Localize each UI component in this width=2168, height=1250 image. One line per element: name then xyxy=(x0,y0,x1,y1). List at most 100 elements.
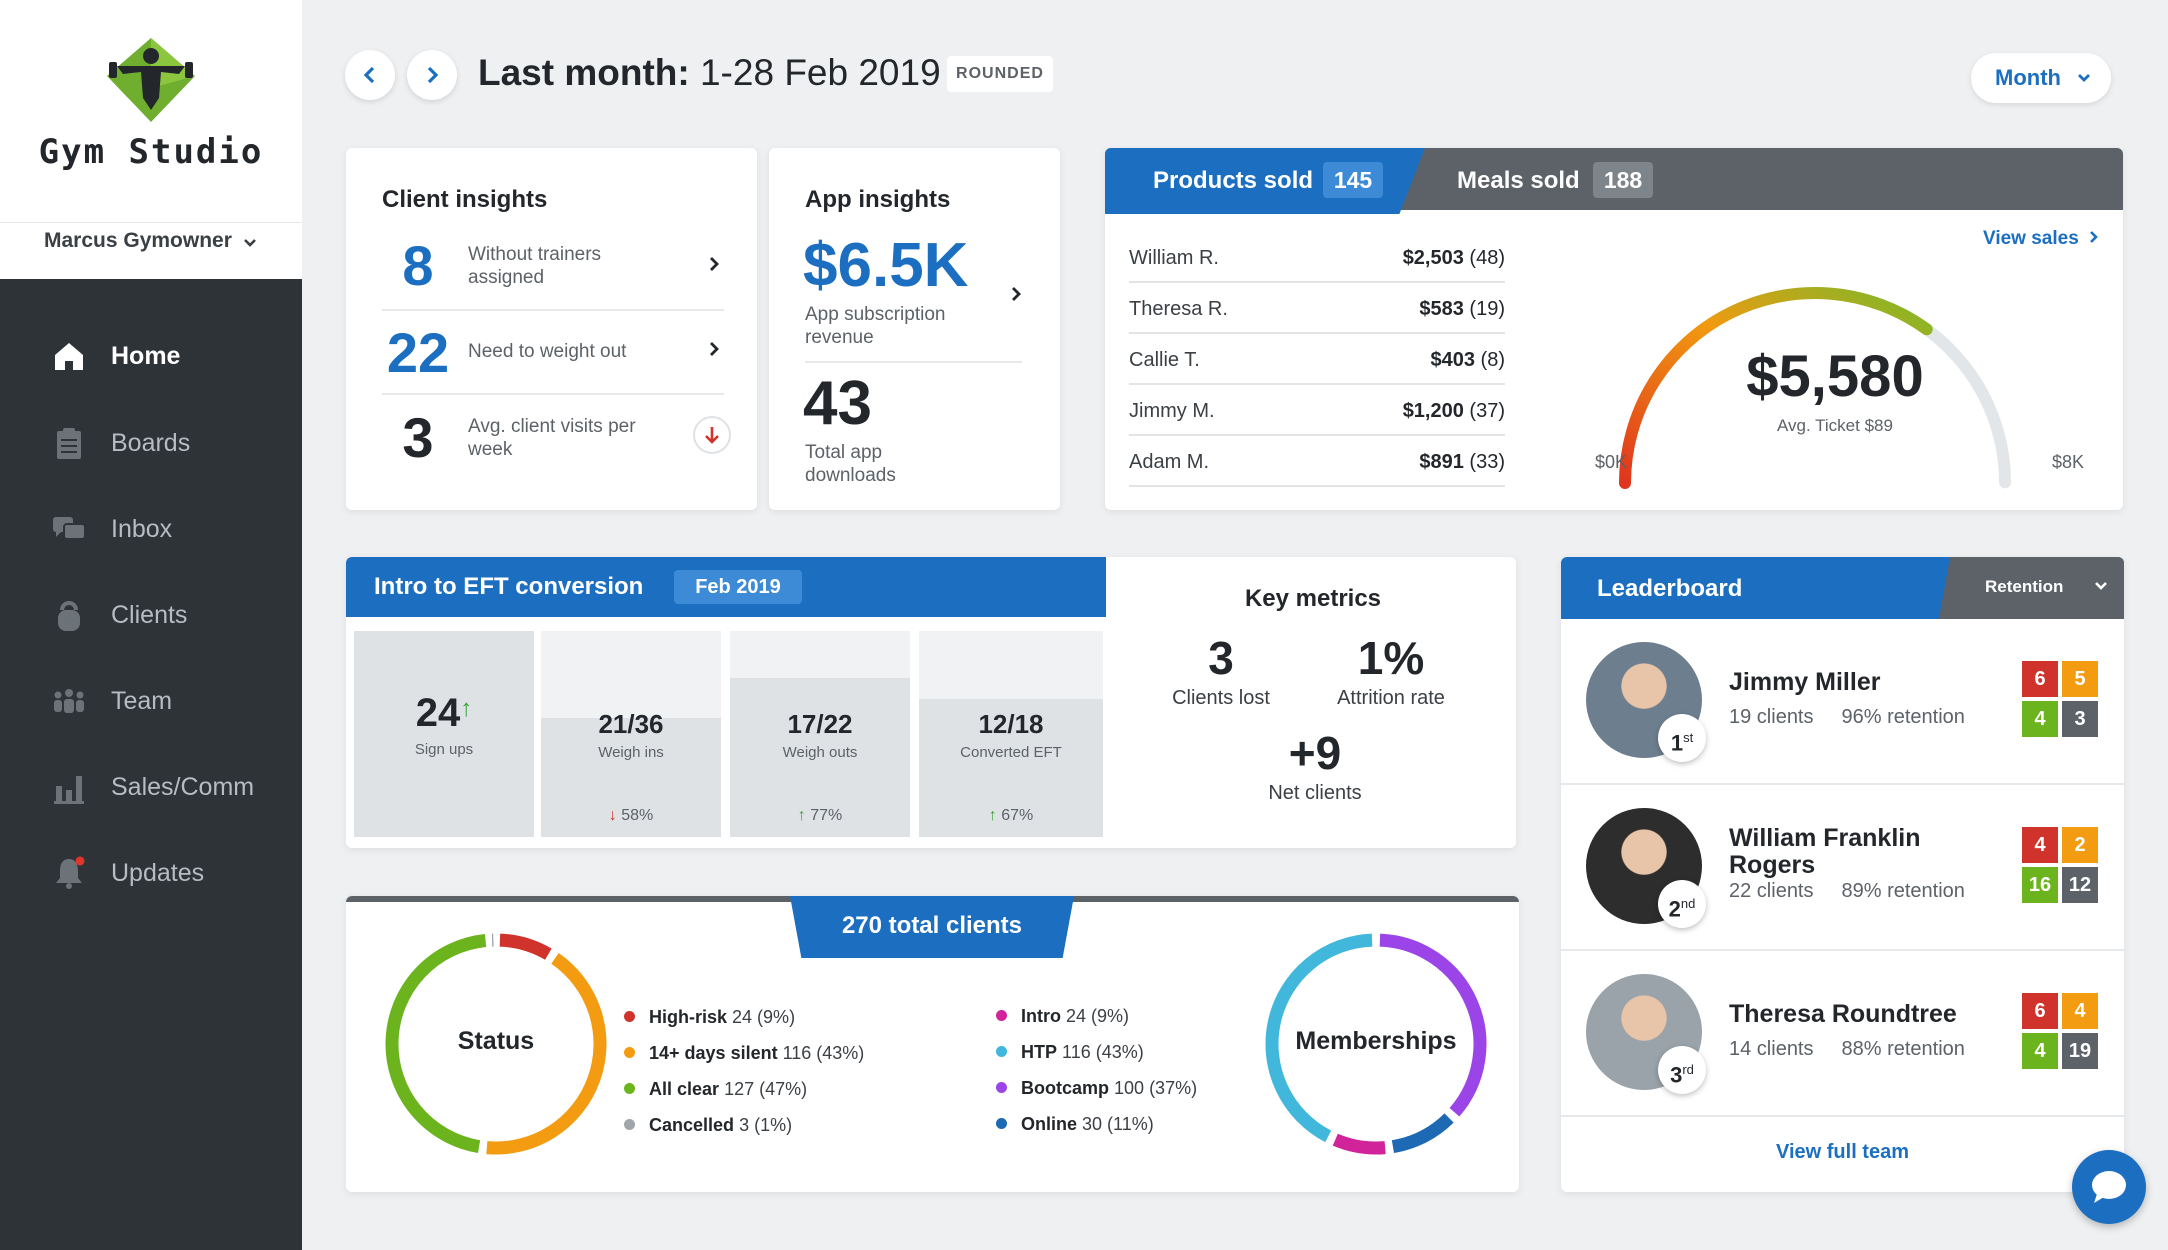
chat-button[interactable] xyxy=(2072,1150,2146,1224)
nav-item-inbox[interactable]: Inbox xyxy=(0,488,302,574)
leaderboard-row[interactable]: 2nd William Franklin Rogers 22 clients 89% … xyxy=(1561,785,2124,951)
legend-item[interactable]: All clear 127 (47%) xyxy=(624,1071,864,1107)
metric-value: +9 xyxy=(1288,727,1342,779)
score-tile: 6 xyxy=(2022,661,2058,697)
user-menu[interactable]: Marcus Gymowner xyxy=(44,229,232,252)
tab-meals-sold[interactable]: Meals sold xyxy=(1457,167,1580,195)
legend-dot xyxy=(996,1082,1007,1093)
memberships-legend: Intro 24 (9%) HTP 116 (43%) Bootcamp 100 (… xyxy=(996,998,1197,1142)
membership-segment-intro[interactable] xyxy=(1332,1133,1386,1155)
nav-item-clients[interactable]: Clients xyxy=(0,574,302,660)
sales-row[interactable]: Theresa R. $583 (19) xyxy=(1129,283,1505,334)
title-range: 1-28 Feb 2019 xyxy=(699,52,941,93)
chevron-right-icon[interactable] xyxy=(707,340,721,358)
sales-row[interactable]: Jimmy M. $1,200 (37) xyxy=(1129,385,1505,436)
chevron-down-icon[interactable] xyxy=(2094,580,2108,592)
membership-segment-htp[interactable] xyxy=(1265,933,1373,1143)
leaderboard-row[interactable]: 3rd Theresa Roundtree 14 clients 88% retent… xyxy=(1561,951,2124,1117)
status-donut xyxy=(385,933,607,1155)
sales-value: $403 (8) xyxy=(1430,349,1505,372)
chat-icon xyxy=(53,517,86,540)
eft-step-fill xyxy=(354,631,534,837)
chevron-down-icon xyxy=(2078,74,2090,82)
retention-filter[interactable] xyxy=(1939,557,2124,619)
view-full-team-link[interactable]: View full team xyxy=(1775,1141,1909,1163)
nav-label: Clients xyxy=(111,601,188,629)
insight-row[interactable]: 3 Avg. client visits per week xyxy=(382,405,731,483)
eft-step-caption: Sign ups xyxy=(414,741,474,758)
membership-segment-bootcamp[interactable] xyxy=(1379,933,1487,1117)
team-icon xyxy=(54,689,84,713)
status-segment-all-clear[interactable] xyxy=(385,934,487,1154)
rank-suffix: rd xyxy=(1682,1062,1694,1077)
next-period-button[interactable] xyxy=(407,50,457,100)
score-tile: 4 xyxy=(2022,1033,2058,1069)
leaderboard-row[interactable]: 1st Jimmy Miller 19 clients 96% retention 6 5… xyxy=(1561,619,2124,785)
legend-dot xyxy=(996,1118,1007,1129)
sales-row[interactable]: Adam M. $891 (33) xyxy=(1129,436,1505,487)
legend-dot xyxy=(624,1011,635,1022)
sales-row[interactable]: Callie T. $403 (8) xyxy=(1129,334,1505,385)
eft-title: Intro to EFT conversion xyxy=(374,573,644,600)
legend-item[interactable]: Bootcamp 100 (37%) xyxy=(996,1070,1197,1106)
eft-step[interactable]: 24↑ Sign ups xyxy=(354,631,534,837)
legend-value: 30 (11%) xyxy=(1082,1114,1154,1134)
prev-period-button[interactable] xyxy=(345,50,395,100)
legend-item[interactable]: Cancelled 3 (1%) xyxy=(624,1107,864,1143)
score-tile: 16 xyxy=(2022,867,2058,903)
gym-studio-logo xyxy=(107,38,195,122)
eft-step[interactable]: 17/22 Weigh outs ↑ 77% xyxy=(730,631,910,837)
trend-up-icon: ↑ xyxy=(988,807,1002,824)
legend-item[interactable]: HTP 116 (43%) xyxy=(996,1034,1197,1070)
chevron-down-icon[interactable] xyxy=(243,236,257,250)
chat-bubble-icon xyxy=(2092,1171,2126,1203)
sales-count: (37) xyxy=(1469,400,1505,422)
sales-amount: $403 xyxy=(1430,349,1475,371)
sales-row[interactable]: William R. $2,503 (48) xyxy=(1129,232,1505,283)
gauge-max: $8K xyxy=(2052,452,2085,472)
eft-step-fill xyxy=(919,698,1103,837)
eft-step-fill xyxy=(730,678,910,837)
legend-item[interactable]: 14+ days silent 116 (43%) xyxy=(624,1035,864,1071)
nav-label: Updates xyxy=(111,859,205,887)
chevron-right-icon[interactable] xyxy=(1009,285,1023,303)
nav-item-boards[interactable]: Boards xyxy=(0,402,302,488)
membership-segment-online[interactable] xyxy=(1391,1113,1454,1154)
legend-value: 24 (9%) xyxy=(1066,1006,1130,1026)
legend-item[interactable]: High-risk 24 (9%) xyxy=(624,999,864,1035)
sidebar: Gym Studio Marcus Gymowner Home Boards I… xyxy=(0,0,302,1250)
insight-row[interactable]: 8 Without trainers assigned xyxy=(382,233,724,311)
legend-name: Cancelled xyxy=(649,1115,735,1135)
nav-item-team[interactable]: Team xyxy=(0,660,302,746)
legend-item[interactable]: Online 30 (11%) xyxy=(996,1106,1197,1142)
eft-step-value: 12/18 xyxy=(978,709,1044,739)
nav-item-home[interactable]: Home xyxy=(0,315,302,401)
nav-item-sales[interactable]: Sales/Comm xyxy=(0,746,302,832)
eft-step[interactable]: 12/18 Converted EFT ↑ 67% xyxy=(919,631,1103,837)
total-clients-banner: 270 total clients xyxy=(790,896,1074,958)
trend-down-icon[interactable] xyxy=(692,415,732,455)
metric-label: Attrition rate xyxy=(1337,687,1445,709)
insight-row[interactable]: 22 Need to weight out xyxy=(382,320,724,398)
chevron-right-icon[interactable] xyxy=(707,255,721,273)
eft-step-pct: ↑ 67% xyxy=(919,807,1103,825)
nav-item-updates[interactable]: Updates xyxy=(0,832,302,918)
nav-label: Boards xyxy=(111,429,191,457)
score-tile: 4 xyxy=(2022,827,2058,863)
metric-value: 1% xyxy=(1357,632,1425,684)
gauge-value: $5,580 xyxy=(1746,344,1924,409)
view-sales-link[interactable]: View sales xyxy=(1983,228,2099,250)
rounded-badge: ROUNDED xyxy=(947,56,1053,92)
leader-name: Jimmy Miller xyxy=(1729,668,1881,696)
legend-name: All clear xyxy=(649,1079,720,1099)
eft-step[interactable]: 21/36 Weigh ins ↓ 58% xyxy=(541,631,721,837)
app-revenue: $6.5K xyxy=(803,231,969,300)
sales-count: (33) xyxy=(1469,451,1505,473)
status-segment-high-risk[interactable] xyxy=(499,933,552,960)
page-title: Last month: 1-28 Feb 2019 xyxy=(478,52,941,94)
period-select[interactable]: Month xyxy=(1971,53,2111,103)
status-segment-14-days-silent[interactable] xyxy=(486,953,607,1155)
legend-name: Intro xyxy=(1021,1006,1061,1026)
legend-item[interactable]: Intro 24 (9%) xyxy=(996,998,1197,1034)
legend-value: 3 (1%) xyxy=(739,1115,793,1135)
